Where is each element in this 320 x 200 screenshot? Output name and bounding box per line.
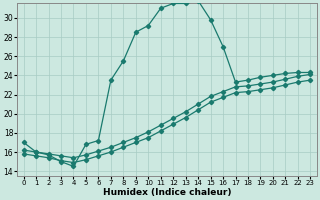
X-axis label: Humidex (Indice chaleur): Humidex (Indice chaleur) [103,188,231,197]
